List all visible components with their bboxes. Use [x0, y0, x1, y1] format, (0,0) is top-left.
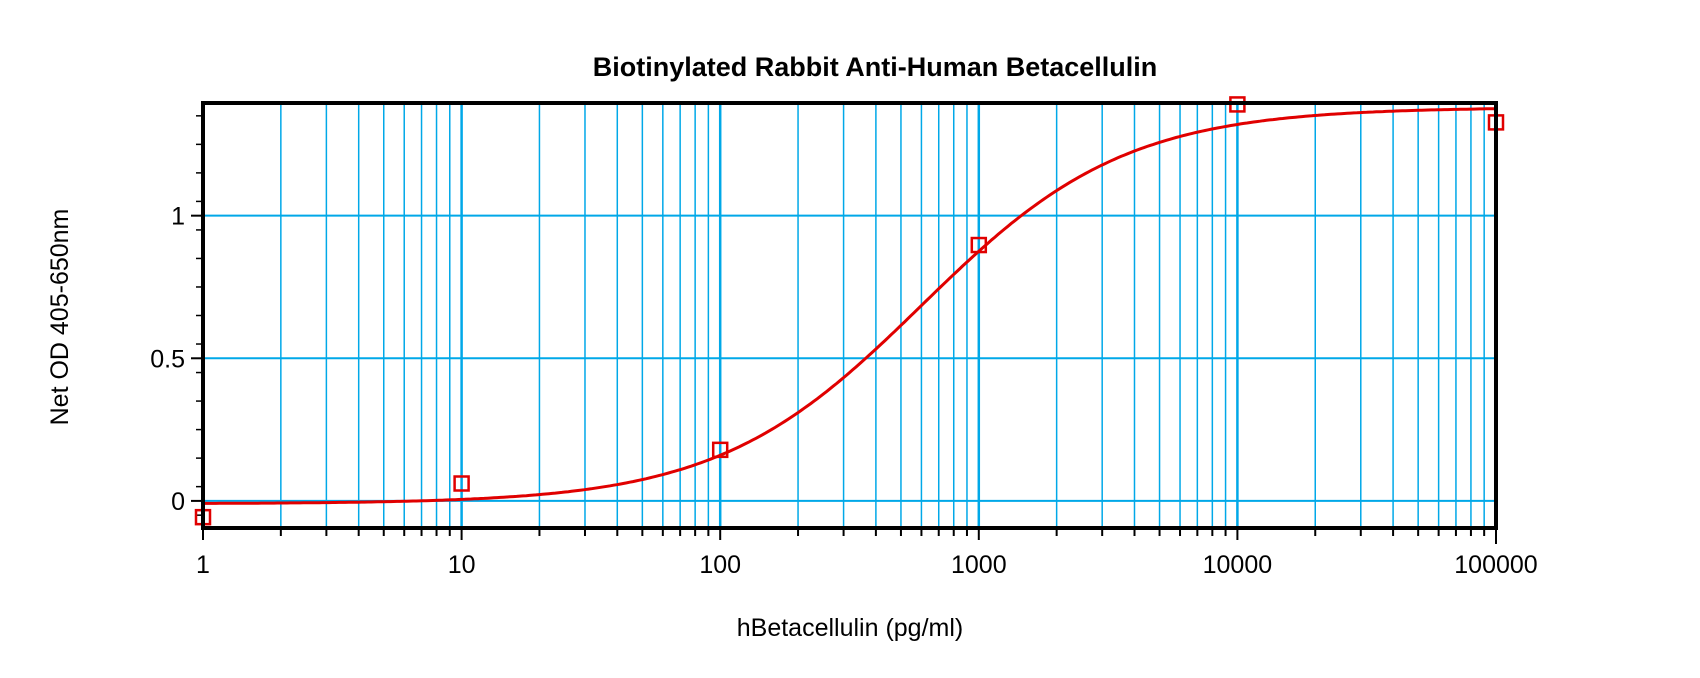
x-tick-label: 100 [699, 551, 741, 579]
x-tick-label: 10000 [1203, 551, 1273, 579]
x-tick-label: 10 [448, 551, 476, 579]
x-axis-label: hBetacellulin (pg/ml) [737, 614, 964, 642]
y-tick-label: 0.5 [150, 345, 185, 373]
y-tick-labels: 00.51 [150, 203, 185, 516]
x-tick-labels: 1 10 100 1000 10000 100000 [196, 551, 1538, 579]
x-tick-label: 100000 [1454, 551, 1537, 579]
data-point [453, 475, 470, 492]
y-tick-label: 1 [171, 203, 185, 231]
y-tick-label: 0 [171, 488, 185, 516]
data-points [194, 96, 1505, 526]
y-axis-label: Net OD 405-650nm [46, 209, 74, 426]
data-point [970, 236, 988, 254]
x-tick-label: 1000 [951, 551, 1007, 579]
x-tick-label: 1 [196, 551, 210, 579]
chart-title: Biotinylated Rabbit Anti-Human Betacellu… [593, 52, 1158, 82]
plot-frame [201, 101, 1498, 530]
fit-curve [203, 107, 1496, 505]
data-point [711, 441, 729, 459]
grid [203, 103, 1496, 528]
